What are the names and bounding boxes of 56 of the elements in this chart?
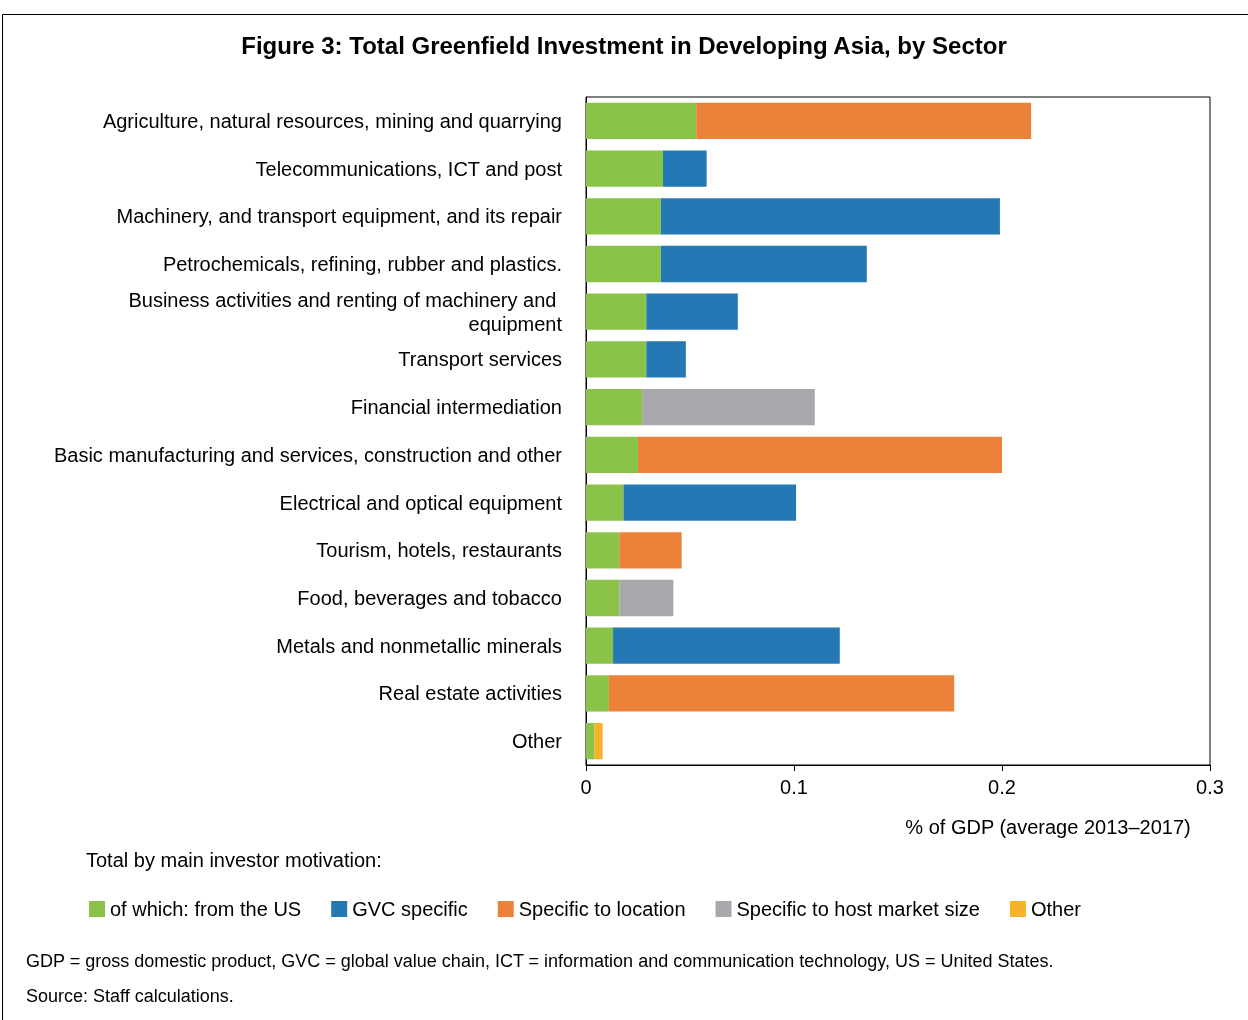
y-tick-label: Machinery, and transport equipment, and its repair [116,205,563,228]
chart-title: Figure 3: Total Greenfield Investment in Developing Asia, by Sector [241,31,1007,59]
bar [586,484,624,521]
y-tick-label: Electrical and optical equipment [279,491,563,514]
legend-label: of which: from the US [110,898,302,920]
legend-label: GVC specific [352,898,468,920]
bar [586,341,647,378]
x-tick-label: 0.3 [1196,776,1224,798]
bar [660,198,1000,235]
y-tick-label: Other [511,730,563,753]
legend-label: Specific to location [518,898,686,920]
bar [586,293,647,330]
bar [586,579,620,617]
y-tick-label: Telecommunications, ICT and post [255,157,563,180]
bar [586,675,609,712]
bar [586,198,661,235]
source-note: Source: Staff calculations. [26,986,234,1006]
bar [586,436,638,473]
bar [638,436,1002,473]
bar [586,389,643,426]
bar [696,102,1032,139]
y-tick-label: Agriculture, natural resources, mining and quarrying [102,109,562,132]
bar [586,245,661,283]
bar [594,723,603,760]
x-tick-label: 0.2 [988,776,1016,798]
bar [619,532,682,569]
bar [646,341,686,378]
y-tick-label: Basic manufacturing and services, construction and other [53,443,563,466]
x-axis-title: % of GDP (average 2013–2017) [905,816,1191,838]
bar [662,150,707,187]
bar [608,675,955,712]
y-tick-label: Tourism, hotels, restaurants [316,539,562,562]
y-tick-label: Metals and nonmetallic minerals [276,634,562,657]
bar [586,150,663,187]
legend-label: Specific to host market size [736,898,980,920]
bar [586,627,614,664]
bar [619,579,674,617]
bar [586,102,697,139]
bar [586,723,595,760]
legend-label: Other [1030,898,1082,920]
bar [623,484,797,521]
y-tick-label: Food, beverages and tobacco [297,587,562,609]
y-tick-label: Business activities and renting of machinery and equipment [128,288,563,335]
bar [660,245,867,283]
bar [586,532,620,569]
bar [613,627,840,664]
text: GDP = gross domestic product, GVC = global value chain, ICT = information and communication technology, US = United States. [26,951,1054,971]
y-tick-label: Real estate activities [378,682,562,705]
y-tick-label: Petrochemicals, refining, rubber and plastics. [162,253,562,275]
x-tick-label: 0 [580,776,592,798]
y-tick-label: Financial intermediation [350,396,562,419]
y-tick-label: Transport services [398,348,562,371]
bar [642,389,815,426]
legend-title: Total by main investor motivation: [86,849,382,871]
bar [646,293,738,330]
x-tick-label: 0.1 [780,776,808,798]
